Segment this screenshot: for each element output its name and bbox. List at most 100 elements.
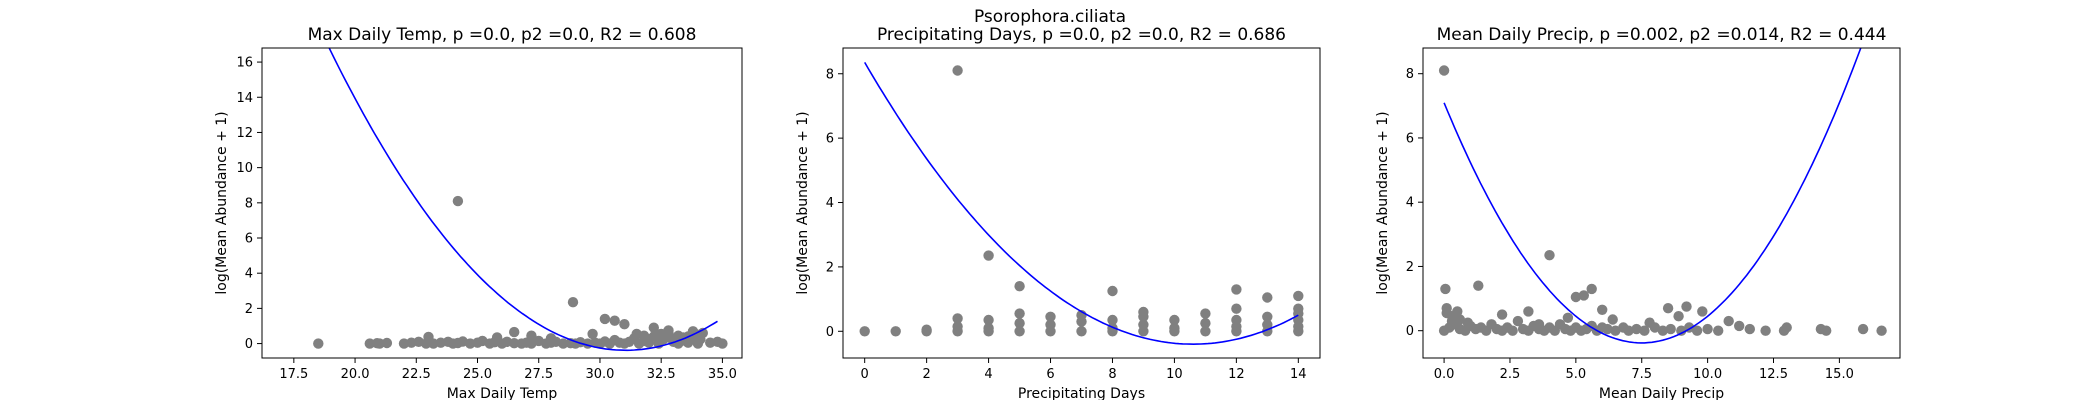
data-point xyxy=(1231,326,1242,337)
data-point xyxy=(983,326,994,337)
x-tick-label: 7.5 xyxy=(1631,367,1652,382)
data-point xyxy=(452,195,464,207)
data-point xyxy=(381,337,393,349)
data-point xyxy=(1293,326,1304,337)
data-point xyxy=(1623,325,1634,336)
y-tick-label: 8 xyxy=(1406,67,1414,82)
data-point xyxy=(1665,323,1676,335)
data-point xyxy=(1441,303,1452,314)
data-point xyxy=(1512,315,1524,327)
y-tick-label: 6 xyxy=(1406,131,1414,146)
x-tick-label: 12 xyxy=(1228,367,1245,382)
data-point xyxy=(1169,314,1180,326)
x-axis-label: Precipitating Days xyxy=(1018,386,1145,400)
subplot-title: Max Daily Temp, p =0.0, p2 =0.0, R2 = 0.… xyxy=(308,25,697,45)
data-point xyxy=(1544,250,1555,261)
data-point xyxy=(921,324,932,335)
scatter-points xyxy=(859,65,1304,337)
y-tick-label: 2 xyxy=(826,260,834,275)
x-tick-label: 5.0 xyxy=(1566,367,1587,382)
y-tick-label: 0 xyxy=(1406,324,1414,339)
x-tick-label: 2.5 xyxy=(1500,367,1521,382)
data-point xyxy=(1076,316,1087,327)
data-point xyxy=(1200,318,1211,329)
data-point xyxy=(1231,303,1242,314)
data-point xyxy=(1562,312,1574,323)
y-tick-label: 12 xyxy=(236,126,253,141)
data-point xyxy=(1200,308,1211,319)
data-point xyxy=(1734,320,1745,332)
data-point xyxy=(1821,325,1832,336)
data-point xyxy=(1045,326,1056,337)
y-tick-label: 14 xyxy=(236,91,253,106)
data-point xyxy=(599,313,611,325)
data-point xyxy=(1454,314,1466,325)
data-point xyxy=(1744,323,1756,335)
x-tick-label: 25.0 xyxy=(463,367,492,382)
y-tick-label: 6 xyxy=(826,132,834,147)
y-tick-label: 6 xyxy=(245,232,253,247)
data-point xyxy=(1138,326,1149,337)
data-point xyxy=(1507,325,1518,336)
y-tick-label: 16 xyxy=(236,56,253,71)
data-point xyxy=(1673,311,1684,322)
scatter-points xyxy=(1438,65,1887,336)
x-tick-label: 20.0 xyxy=(341,367,370,382)
data-point xyxy=(890,326,901,337)
data-point xyxy=(1014,281,1025,292)
data-point xyxy=(567,297,579,308)
fit-curve xyxy=(864,61,1299,346)
data-point xyxy=(1586,283,1597,295)
axes-frame xyxy=(1422,47,1901,359)
data-point xyxy=(1607,314,1618,325)
data-point xyxy=(1496,309,1508,320)
data-point xyxy=(587,328,598,340)
data-point xyxy=(1639,325,1650,336)
data-point xyxy=(1231,284,1242,295)
data-point xyxy=(491,332,503,343)
data-point xyxy=(665,333,677,344)
data-point xyxy=(509,338,520,349)
y-tick-label: 0 xyxy=(826,325,834,340)
subplot-title: Precipitating Days, p =0.0, p2 =0.0, R2 … xyxy=(877,25,1286,45)
data-point xyxy=(1876,325,1887,336)
data-point xyxy=(1610,325,1621,336)
subplot-2: 0 2 4 6 8 10 12 14 0 2 4 6 8 Precipitating Days, p =0… xyxy=(795,25,1321,400)
data-point xyxy=(638,330,650,341)
data-point xyxy=(1107,314,1118,326)
y-axis-label: log(Mean Abundance + 1) xyxy=(1375,111,1391,294)
axes-frame xyxy=(261,47,743,359)
data-point xyxy=(1723,315,1734,327)
data-point xyxy=(952,65,963,76)
data-point xyxy=(1697,306,1708,317)
data-point xyxy=(1262,292,1273,303)
subplot-3: 0.0 2.5 5.0 7.5 10.0 12.5 15.0 0 2 4 6 8 Mean Daily … xyxy=(1375,25,1901,400)
data-point xyxy=(1570,291,1582,303)
y-tick-label: 4 xyxy=(826,196,834,211)
data-point xyxy=(1107,285,1118,297)
data-point xyxy=(1462,317,1474,328)
data-point xyxy=(509,326,520,338)
data-point xyxy=(609,315,620,326)
y-tick-label: 2 xyxy=(1406,260,1414,275)
y-tick-label: 10 xyxy=(236,161,253,176)
data-point xyxy=(1446,311,1458,322)
x-tick-label: 35.0 xyxy=(708,367,737,382)
data-point xyxy=(1597,304,1608,315)
data-point xyxy=(1781,322,1792,333)
data-point xyxy=(1138,311,1149,322)
data-point xyxy=(1760,325,1771,336)
data-point xyxy=(648,322,659,333)
x-tick-label: 10.0 xyxy=(1693,367,1722,382)
x-tick-label: 2 xyxy=(922,367,930,382)
figure-suptitle: Psorophora.ciliata xyxy=(974,7,1126,27)
y-axis-label: log(Mean Abundance + 1) xyxy=(795,111,811,294)
y-tick-label: 0 xyxy=(245,337,253,352)
data-point xyxy=(983,250,994,261)
data-point xyxy=(1713,325,1724,336)
data-point xyxy=(1045,311,1056,322)
fit-curve xyxy=(1443,48,1862,344)
data-point xyxy=(1523,306,1534,317)
x-axis-label: Max Daily Temp xyxy=(447,386,558,400)
